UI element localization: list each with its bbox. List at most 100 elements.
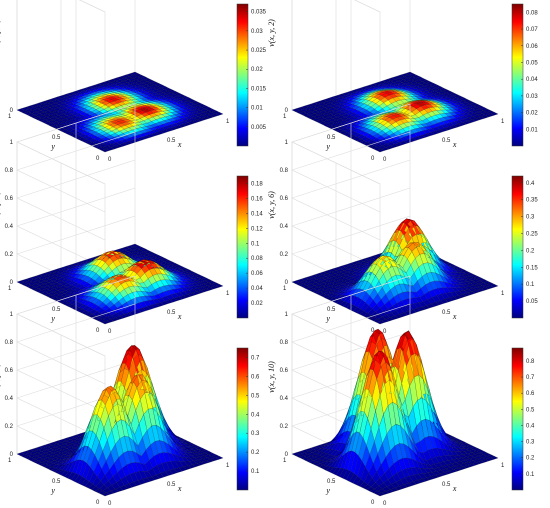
surface-cell	[214, 112, 224, 116]
colorbar	[511, 347, 524, 491]
colorbar-tick-label: 0.2	[526, 248, 535, 254]
z-tick-label: 1	[285, 140, 289, 146]
x-tick-label: 1	[226, 291, 230, 297]
colorbar-tick-label: 0.4	[526, 423, 535, 429]
x-tick-label: 0.5	[442, 482, 451, 488]
colorbar-tick-label: 0.1	[526, 472, 535, 478]
colorbar-tick-label: 0.5	[251, 393, 260, 399]
colorbar-tick-label: 0.07	[526, 27, 538, 33]
y-axis-label: y	[325, 486, 330, 495]
z-tick-label: 0.8	[5, 340, 14, 346]
colorbar-tick-label: 0.15	[526, 265, 538, 271]
z-tick-label: 0.6	[280, 196, 289, 202]
colorbar-tick-label: 0.3	[251, 431, 260, 437]
z-tick-label: 1	[10, 312, 14, 318]
z-tick-label: 0.2	[280, 424, 289, 430]
z-tick-label: 0	[285, 452, 289, 458]
colorbar	[236, 3, 249, 147]
surface-cell	[489, 112, 499, 116]
colorbar-tick-label: 0.35	[526, 198, 538, 204]
colorbar-tick-label: 0.08	[526, 10, 538, 16]
x-tick-label: 1	[501, 463, 505, 469]
surface-cell	[214, 284, 224, 288]
colorbar	[511, 3, 524, 147]
x-axis-label: x	[177, 140, 182, 149]
y-tick-label: 0.5	[52, 307, 61, 313]
axis-tick-labels: 0 0.5 1 0 0.5 1 0 0.2 0.4 0.6 0.8 1	[5, 140, 230, 335]
z-tick-label: 0.8	[280, 340, 289, 346]
colorbar-tick-label: 0.05	[526, 60, 538, 66]
x-tick-label: 0.5	[442, 310, 451, 316]
y-tick-label: 1	[8, 114, 12, 120]
y-tick-label: 0	[371, 500, 375, 506]
z-axis-label: v(x, y, 6)	[267, 191, 276, 219]
surface-mesh	[291, 71, 499, 153]
colorbar-tick-label: 0.16	[251, 196, 263, 202]
colorbar-tick-label: 0.02	[251, 301, 263, 307]
z-axis-label: v(x, y, 4)	[0, 191, 1, 219]
x-tick-label: 0	[108, 329, 112, 335]
x-tick-label: 0	[383, 501, 387, 507]
y-axis-label: y	[50, 486, 55, 495]
colorbar-tick-label: 0.08	[251, 256, 263, 262]
surface-mesh	[16, 71, 224, 153]
colorbar-tick-label: 0.02	[526, 111, 538, 117]
colorbar-tick-label: 0.035	[251, 10, 267, 16]
colorbar-tick-label: 0.7	[526, 375, 535, 381]
y-axis-label: y	[50, 142, 55, 151]
colorbar-tick-label: 0.06	[526, 44, 538, 50]
x-tick-label: 0	[108, 157, 112, 163]
surface-cell	[489, 456, 499, 460]
surface-mesh	[16, 345, 224, 497]
z-tick-label: 0.6	[5, 196, 14, 202]
colorbar-tick-label: 0.4	[526, 181, 535, 187]
z-tick-label: 1	[10, 140, 14, 146]
surface-mesh	[291, 328, 499, 497]
z-tick-label: 0.8	[280, 168, 289, 174]
surface-mesh	[291, 218, 499, 325]
z-tick-label: 0.4	[5, 224, 14, 230]
colorbar	[236, 175, 249, 319]
y-tick-label: 0.5	[52, 135, 61, 141]
colorbar-tick-label: 0.5	[526, 407, 535, 413]
z-tick-label: 0.8	[5, 168, 14, 174]
colorbar-tick-label: 0.18	[251, 181, 263, 187]
colorbar-tick-label: 0.1	[526, 282, 535, 288]
x-tick-label: 0.5	[167, 138, 176, 144]
colorbar-tick-label: 0.2	[251, 450, 260, 456]
z-axis-label: v(x, y, 0)	[0, 19, 1, 47]
z-tick-label: 0.4	[280, 224, 289, 230]
colorbar-tick-label: 0.1	[251, 469, 260, 475]
colorbar-tick-label: 0.04	[251, 286, 263, 292]
colorbar-tick-label: 0.6	[251, 374, 260, 380]
colorbar-tick-label: 0.02	[251, 67, 263, 73]
colorbar-tick-label: 0.6	[526, 391, 535, 397]
y-tick-label: 1	[283, 458, 287, 464]
x-tick-label: 0.5	[167, 482, 176, 488]
y-tick-label: 0	[96, 156, 100, 162]
y-tick-label: 0	[371, 328, 375, 334]
y-tick-label: 1	[8, 286, 12, 292]
colorbar-tick-label: 0.7	[251, 355, 260, 361]
z-tick-label: 0.2	[5, 424, 14, 430]
x-tick-label: 1	[501, 291, 505, 297]
colorbar	[236, 347, 249, 491]
x-axis-label: x	[452, 312, 457, 321]
y-tick-label: 1	[8, 458, 12, 464]
x-axis-label: x	[452, 140, 457, 149]
x-axis-label: x	[177, 484, 182, 493]
colorbar-tick-label: 0.2	[526, 456, 535, 462]
z-tick-label: 0.2	[5, 252, 14, 258]
y-axis-label: y	[325, 142, 330, 151]
z-tick-label: 0.4	[5, 396, 14, 402]
colorbar-tick-label: 0.4	[251, 412, 260, 418]
z-tick-label: 0	[285, 280, 289, 286]
